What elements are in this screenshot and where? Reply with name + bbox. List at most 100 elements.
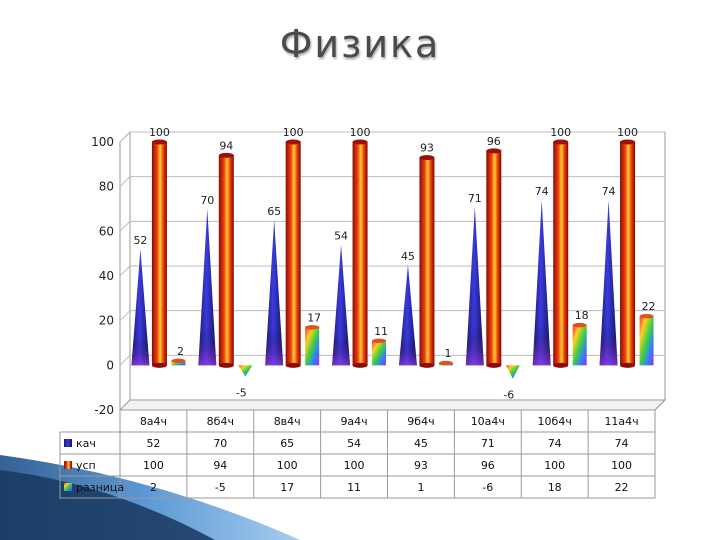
y-tick-label: 40 xyxy=(99,269,114,283)
bar-raznitsa-cap xyxy=(572,322,587,328)
bar-raznitsa xyxy=(238,365,253,377)
y-tick-label: 60 xyxy=(99,224,114,238)
bar-raznitsa-cap xyxy=(305,325,320,330)
bar-usp-base xyxy=(218,362,234,368)
x-category-label: 10а4ч xyxy=(471,415,505,428)
legend-key xyxy=(64,483,72,491)
bar-kach-shade xyxy=(599,200,618,366)
y-tick-label: 20 xyxy=(99,314,114,328)
table-cell: 100 xyxy=(277,459,298,472)
slide-title: Физика xyxy=(279,22,441,66)
data-label: 100 xyxy=(350,126,371,139)
gridline-slant xyxy=(119,265,131,277)
x-category-label: 8б4ч xyxy=(207,415,234,428)
bar-usp-base xyxy=(486,362,502,368)
bar-usp xyxy=(151,142,167,366)
table-cell: 94 xyxy=(213,459,227,472)
data-label: 22 xyxy=(642,300,656,313)
data-label: 100 xyxy=(550,126,571,139)
table-edge xyxy=(654,399,666,411)
data-label: 54 xyxy=(334,230,348,243)
bar-raznitsa xyxy=(372,340,387,366)
bar-kach-shade xyxy=(332,244,351,366)
x-category-label: 9б4ч xyxy=(407,415,434,428)
legend-key xyxy=(64,439,72,447)
bar-usp xyxy=(553,142,569,366)
bar-usp xyxy=(419,157,435,366)
data-label: 1 xyxy=(444,347,451,360)
bar-usp-cap xyxy=(352,139,368,145)
data-label: 94 xyxy=(219,139,233,152)
data-label: 45 xyxy=(401,250,415,263)
legend-key xyxy=(64,461,72,469)
table-cell: 52 xyxy=(146,437,160,450)
bar-kach-shade xyxy=(532,200,551,366)
bar-raznitsa xyxy=(572,325,587,366)
bar-usp-cap xyxy=(419,155,435,161)
bar-usp-base xyxy=(352,362,368,368)
data-label: 96 xyxy=(487,135,501,148)
y-tick-label: 80 xyxy=(99,180,114,194)
x-category-label: 9а4ч xyxy=(340,415,367,428)
bar-raznitsa-cap xyxy=(372,338,387,343)
gridline-slant xyxy=(119,131,131,143)
table-cell: 93 xyxy=(414,459,428,472)
bar-kach-shade xyxy=(265,220,284,366)
bar-raznitsa-cap xyxy=(438,360,453,366)
table-cell: 2 xyxy=(150,481,157,494)
data-label: 100 xyxy=(149,126,170,139)
data-label: -6 xyxy=(503,389,514,402)
data-label: 71 xyxy=(468,192,482,205)
bar-kach-shade xyxy=(198,209,217,366)
bar-kach-shade xyxy=(465,206,484,366)
data-label: 11 xyxy=(374,325,388,338)
bar-usp-base xyxy=(151,362,167,368)
x-category-label: 10б4ч xyxy=(538,415,572,428)
legend-label: разница xyxy=(76,481,124,494)
table-cell: 18 xyxy=(548,481,562,494)
bar-raznitsa xyxy=(171,360,186,366)
data-label: 74 xyxy=(535,185,549,198)
table-cell: 54 xyxy=(347,437,361,450)
bar-usp-cap xyxy=(151,139,167,145)
table-cell: 65 xyxy=(280,437,294,450)
data-label: 70 xyxy=(200,194,214,207)
y-tick-label: 0 xyxy=(106,358,114,372)
table-cell: -6 xyxy=(482,481,493,494)
bar-kach-shade xyxy=(398,264,417,366)
gridline-slant xyxy=(119,176,131,188)
data-label: 18 xyxy=(575,309,589,322)
bar-usp-base xyxy=(419,362,435,368)
gridline-slant xyxy=(119,310,131,322)
bar-raznitsa xyxy=(305,327,320,366)
data-label: 100 xyxy=(283,126,304,139)
table-cell: 71 xyxy=(481,437,495,450)
table-cell: 45 xyxy=(414,437,428,450)
data-label: 65 xyxy=(267,205,281,218)
table-cell: 74 xyxy=(548,437,562,450)
table-cell: 70 xyxy=(213,437,227,450)
bar-usp xyxy=(486,150,502,366)
data-label: 17 xyxy=(307,311,321,324)
table-cell: 100 xyxy=(611,459,632,472)
x-category-label: 8а4ч xyxy=(140,415,167,428)
bar-raznitsa-cap xyxy=(171,358,186,364)
data-label: 100 xyxy=(617,126,638,139)
data-label: 52 xyxy=(133,234,147,247)
table-cell: 74 xyxy=(615,437,629,450)
x-category-label: 11а4ч xyxy=(604,415,638,428)
bar-usp xyxy=(352,142,368,366)
table-cell: 11 xyxy=(347,481,361,494)
data-label: 93 xyxy=(420,142,434,155)
bar-usp-cap xyxy=(620,139,636,145)
table-cell: 1 xyxy=(417,481,424,494)
table-cell: 100 xyxy=(544,459,565,472)
bar-usp-base xyxy=(620,362,636,368)
gridline-slant xyxy=(119,220,131,232)
legend-label: усп xyxy=(76,459,96,472)
bar-usp-cap xyxy=(553,139,569,145)
table-cell: 96 xyxy=(481,459,495,472)
bar-usp xyxy=(285,142,301,366)
table-cell: 17 xyxy=(280,481,294,494)
